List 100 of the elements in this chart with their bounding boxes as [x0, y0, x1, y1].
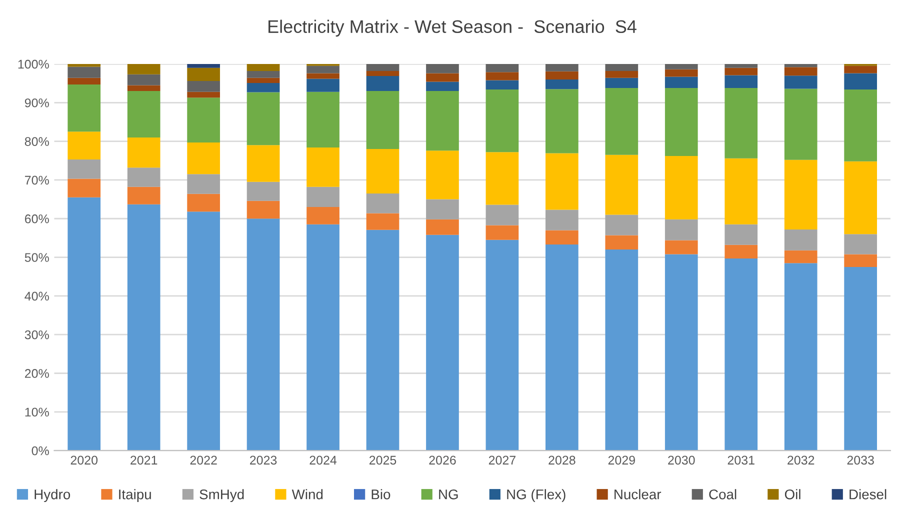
- bar: [426, 73, 459, 82]
- bar: [68, 159, 101, 179]
- x-tick-label: 2030: [668, 456, 695, 465]
- legend-label: Coal: [709, 489, 736, 500]
- bar: [784, 67, 818, 76]
- y-tick-label: 60%: [24, 214, 49, 224]
- y-tick-label: 100%: [18, 60, 49, 69]
- bar: [187, 81, 220, 92]
- bar: [486, 90, 519, 152]
- bar: [486, 64, 519, 72]
- x-tick-label: 2023: [250, 456, 277, 465]
- bar: [127, 168, 160, 187]
- bar: [784, 250, 818, 264]
- bar: [187, 68, 220, 82]
- y-tick-label: 40%: [24, 292, 49, 301]
- legend-label: Nuclear: [614, 489, 662, 500]
- x-tick-label: 2020: [70, 456, 98, 465]
- bar: [187, 98, 220, 142]
- bar: [605, 70, 638, 78]
- bar: [546, 89, 578, 154]
- bar: [546, 79, 578, 90]
- bar: [724, 158, 758, 224]
- bar: [784, 88, 818, 160]
- bar: [664, 76, 698, 88]
- legend-label: Oil: [784, 489, 800, 500]
- bar: [426, 219, 459, 235]
- x-tick-label: 2024: [310, 456, 337, 465]
- bar: [246, 218, 280, 451]
- x-tick-label: 2027: [488, 456, 516, 465]
- bar: [426, 82, 459, 92]
- legend-label: NG (Flex): [507, 489, 566, 502]
- bar: [784, 160, 818, 230]
- x-tick-label: 2033: [847, 456, 874, 465]
- bar: [605, 250, 638, 451]
- bar: [605, 154, 638, 215]
- bar: [246, 78, 280, 83]
- y-tick-label: 50%: [24, 253, 49, 262]
- bar: [426, 91, 459, 151]
- bar: [306, 78, 340, 92]
- bar: [246, 70, 280, 78]
- bar: [68, 66, 101, 78]
- x-tick-label: 2032: [788, 456, 814, 465]
- bar: [306, 66, 340, 74]
- bar: [605, 64, 638, 71]
- bar: [68, 78, 101, 84]
- bar: [724, 258, 758, 451]
- y-tick-label: 30%: [24, 330, 49, 340]
- legend-label: Itaipu: [119, 489, 151, 502]
- bar: [546, 71, 578, 80]
- bar: [605, 235, 638, 250]
- bar: [127, 74, 160, 86]
- bar: [187, 194, 220, 212]
- bar: [486, 152, 519, 205]
- bar: [187, 64, 220, 68]
- x-tick-label: 2025: [369, 456, 396, 465]
- x-tick-label: 2028: [548, 456, 576, 465]
- bar: [306, 73, 340, 79]
- y-tick-label: 0%: [32, 446, 49, 456]
- legend-label: Diesel: [850, 489, 886, 500]
- bar: [187, 174, 220, 194]
- bar: [246, 82, 280, 92]
- bar: [426, 64, 459, 74]
- bar: [187, 142, 220, 174]
- bar: [664, 254, 698, 451]
- bar: [68, 178, 101, 198]
- x-tick-label: 2022: [190, 456, 217, 465]
- bar: [127, 204, 160, 451]
- legend-label: Bio: [372, 489, 390, 500]
- bar: [366, 64, 400, 71]
- legend-label: Hydro: [34, 489, 70, 502]
- bar: [127, 64, 160, 74]
- bar: [486, 204, 519, 226]
- y-tick-label: 20%: [24, 369, 49, 378]
- bar: [127, 91, 160, 138]
- bar: [486, 225, 519, 240]
- bar: [246, 145, 280, 182]
- bar: [724, 68, 758, 76]
- bar: [366, 213, 400, 230]
- y-tick-label: 90%: [24, 98, 49, 108]
- bar: [187, 92, 220, 98]
- bar: [68, 84, 101, 132]
- bar: [306, 147, 340, 187]
- y-tick-label: 10%: [25, 408, 49, 417]
- bar: [306, 186, 340, 208]
- x-tick-label: 2029: [608, 456, 635, 465]
- bar: [605, 88, 638, 155]
- bar: [664, 88, 698, 156]
- bar: [187, 212, 220, 451]
- bar: [127, 85, 160, 92]
- bar: [546, 64, 578, 72]
- bar: [366, 91, 400, 150]
- bar: [784, 76, 818, 89]
- bar: [68, 64, 101, 67]
- bar: [366, 70, 400, 76]
- bar: [68, 197, 101, 451]
- bar: [366, 149, 400, 194]
- chart-title: Electricity Matrix - Wet Season - Scenario S4: [268, 20, 636, 37]
- bar: [246, 200, 280, 219]
- bar: [605, 214, 638, 236]
- legend-label: Wind: [292, 489, 323, 500]
